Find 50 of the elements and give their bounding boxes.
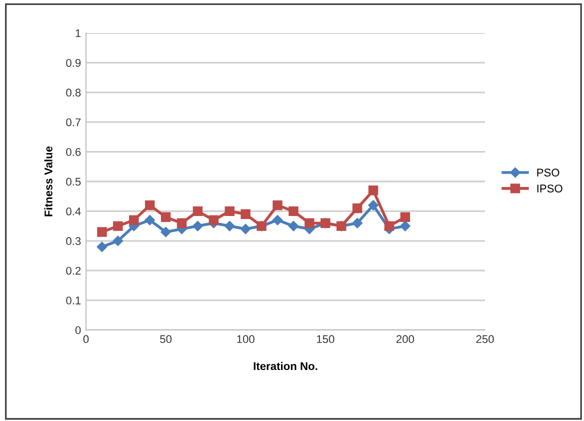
x-tick-label: 100 (237, 335, 254, 344)
point (160, 226, 171, 238)
point (400, 212, 410, 222)
point (288, 220, 299, 232)
x-tick-label: 200 (396, 335, 414, 344)
y-tick-label: 0 (75, 326, 81, 334)
point (192, 206, 203, 216)
point (224, 206, 234, 216)
point (160, 212, 171, 222)
legend-label: IPSO (537, 184, 562, 192)
x-tick-label: 150 (316, 335, 334, 344)
y-tick-label: 0.3 (66, 237, 81, 246)
point (96, 242, 108, 252)
point (113, 221, 123, 231)
point (144, 200, 155, 210)
point (368, 200, 378, 210)
point (352, 218, 362, 228)
point (272, 200, 282, 210)
point (368, 186, 378, 196)
legend-label: PSO (537, 168, 560, 177)
y-tick-label: 0.1 (66, 296, 81, 304)
y-tick-label: 0.4 (66, 207, 81, 216)
y-tick-label: 0.8 (66, 88, 81, 97)
x-tick-label: 0 (83, 335, 89, 344)
x-axis-title: Iteration No. (254, 362, 318, 370)
point (304, 218, 314, 228)
point (240, 224, 251, 234)
x-tick-label: 50 (160, 335, 172, 344)
point (97, 227, 107, 237)
y-tick-label: 0.6 (66, 148, 81, 156)
point (176, 218, 187, 228)
point (352, 203, 362, 214)
x-tick-label: 250 (476, 335, 494, 344)
point (288, 206, 298, 216)
point (144, 214, 155, 226)
point (400, 220, 410, 232)
y-tick-label: 1 (76, 29, 81, 38)
y-axis-title: Fitness Value (44, 146, 52, 216)
y-tick-label: 0.7 (66, 118, 81, 126)
point (240, 209, 250, 220)
y-tick-label: 0.5 (66, 178, 81, 186)
point (192, 220, 203, 232)
point (384, 221, 394, 231)
point (208, 215, 219, 225)
point (112, 236, 124, 246)
y-tick-label: 0.2 (66, 266, 81, 275)
point (272, 214, 283, 226)
y-tick-label: 0.9 (66, 58, 81, 67)
point (129, 215, 139, 225)
point (224, 220, 235, 232)
